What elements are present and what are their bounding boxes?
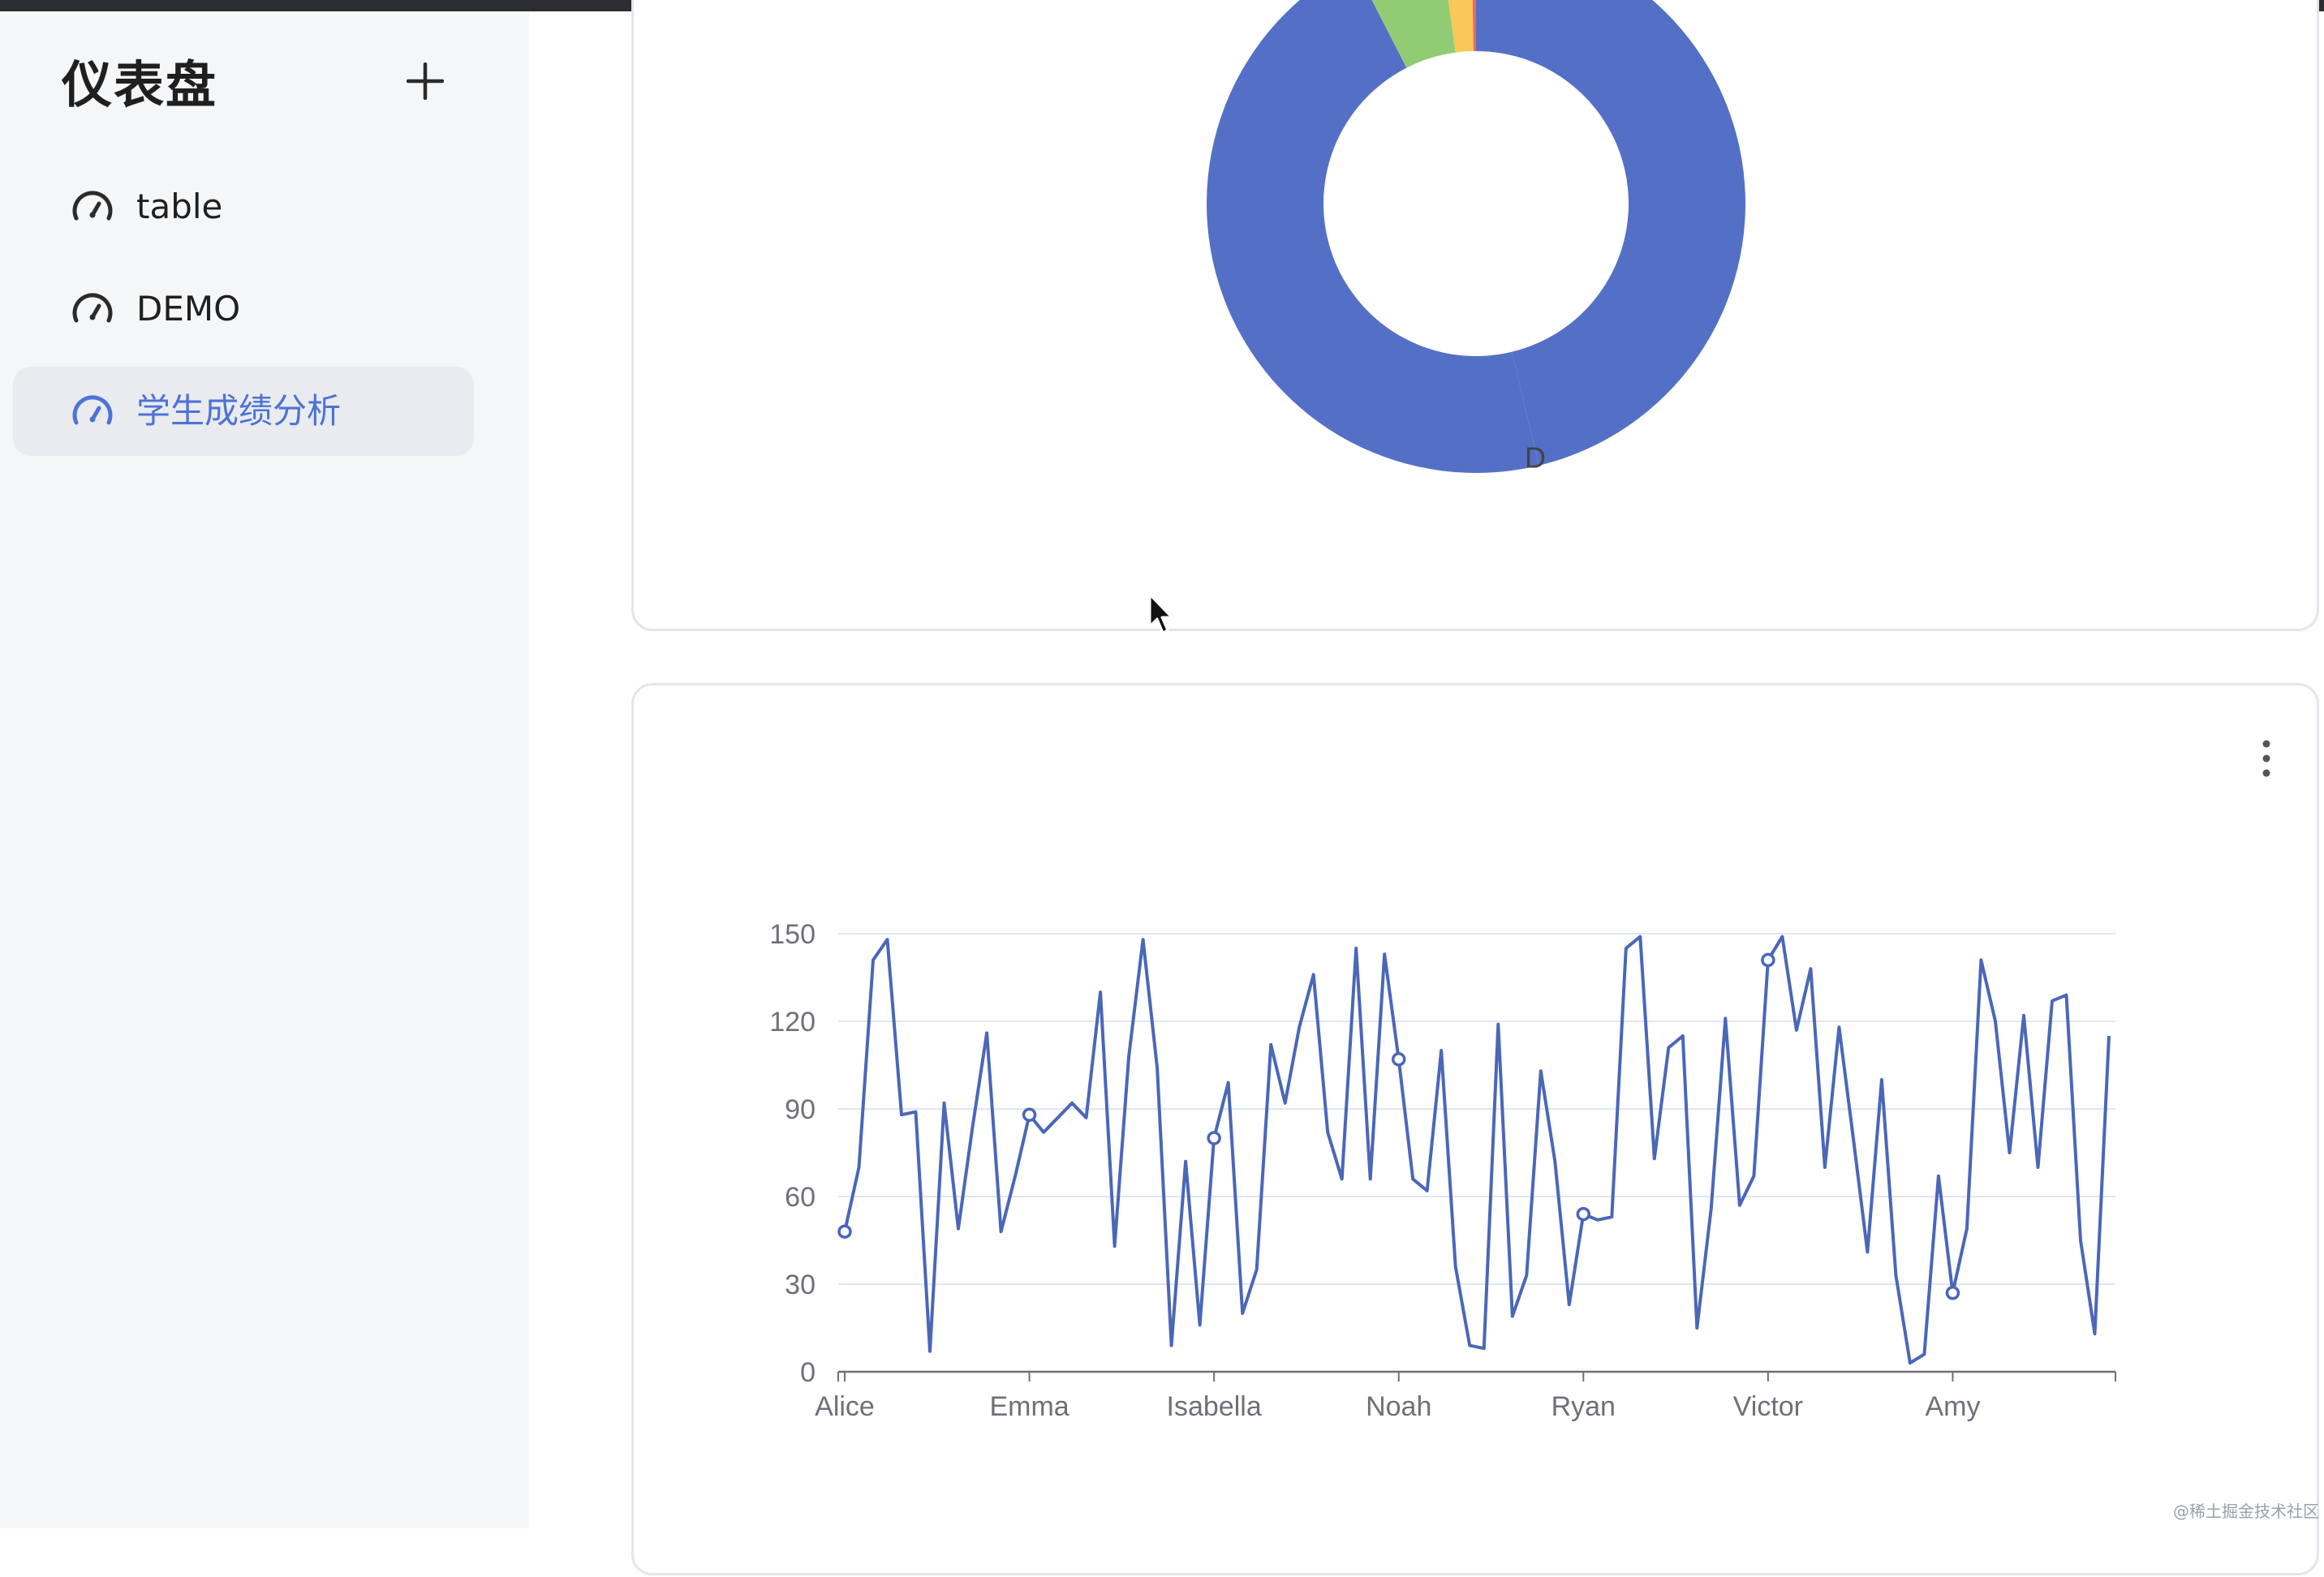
donut-slice-label: D xyxy=(1525,440,1546,474)
sidebar-item-label: DEMO xyxy=(136,289,240,329)
donut-slice[interactable] xyxy=(1207,0,1539,473)
dashboard-gauge-icon xyxy=(70,390,115,432)
series-line xyxy=(845,937,2109,1364)
x-tick-label: Alice xyxy=(815,1391,875,1422)
y-tick-label: 30 xyxy=(785,1270,816,1300)
donut-chart-card: D xyxy=(631,0,2319,631)
mouse-cursor-icon xyxy=(1147,592,1175,638)
line-chart: 0 30 60 90 120 150 Alice Emma Isabella Noah Ryan Vi… xyxy=(634,685,2317,1573)
x-tick-label: Isabella xyxy=(1167,1391,1262,1422)
data-point[interactable] xyxy=(1577,1209,1589,1220)
x-tick-label: Noah xyxy=(1366,1391,1431,1422)
y-tick-label: 60 xyxy=(785,1182,816,1213)
dashboard-gauge-icon xyxy=(70,186,115,228)
data-point[interactable] xyxy=(1762,954,1774,965)
sidebar: 仪表盘 table DEMO 学生成绩分析 xyxy=(0,11,529,1528)
y-tick-label: 150 xyxy=(769,919,816,950)
data-point[interactable] xyxy=(1208,1132,1220,1144)
sidebar-item-demo[interactable]: DEMO xyxy=(13,264,474,354)
x-tick-label: Amy xyxy=(1925,1391,1980,1422)
dashboard-gauge-icon xyxy=(70,288,115,330)
line-chart-card: 0 30 60 90 120 150 Alice Emma Isabella Noah Ryan Vi… xyxy=(631,683,2319,1575)
y-tick-label: 0 xyxy=(800,1357,816,1388)
data-point[interactable] xyxy=(1024,1109,1035,1120)
watermark-text: @稀土掘金技术社区 xyxy=(2173,1498,2319,1522)
sidebar-item-label: 学生成绩分析 xyxy=(136,391,341,432)
x-tick-label: Emma xyxy=(989,1391,1069,1422)
donut-chart: D xyxy=(634,0,2317,629)
sidebar-item-table[interactable]: table xyxy=(13,162,474,251)
x-tick-label: Victor xyxy=(1733,1391,1803,1422)
sidebar-title: 仪表盘 xyxy=(62,44,217,117)
data-point[interactable] xyxy=(1947,1287,1958,1299)
add-dashboard-button[interactable] xyxy=(396,52,454,110)
plus-icon xyxy=(407,62,444,100)
data-point[interactable] xyxy=(1393,1054,1405,1065)
more-options-icon[interactable] xyxy=(2250,736,2283,781)
sidebar-item-student-score-analysis[interactable]: 学生成绩分析 xyxy=(13,367,474,456)
sidebar-item-label: table xyxy=(136,187,222,227)
data-point[interactable] xyxy=(839,1226,850,1237)
y-tick-label: 120 xyxy=(769,1007,816,1038)
x-tick-label: Ryan xyxy=(1551,1391,1616,1422)
y-tick-label: 90 xyxy=(785,1094,816,1125)
